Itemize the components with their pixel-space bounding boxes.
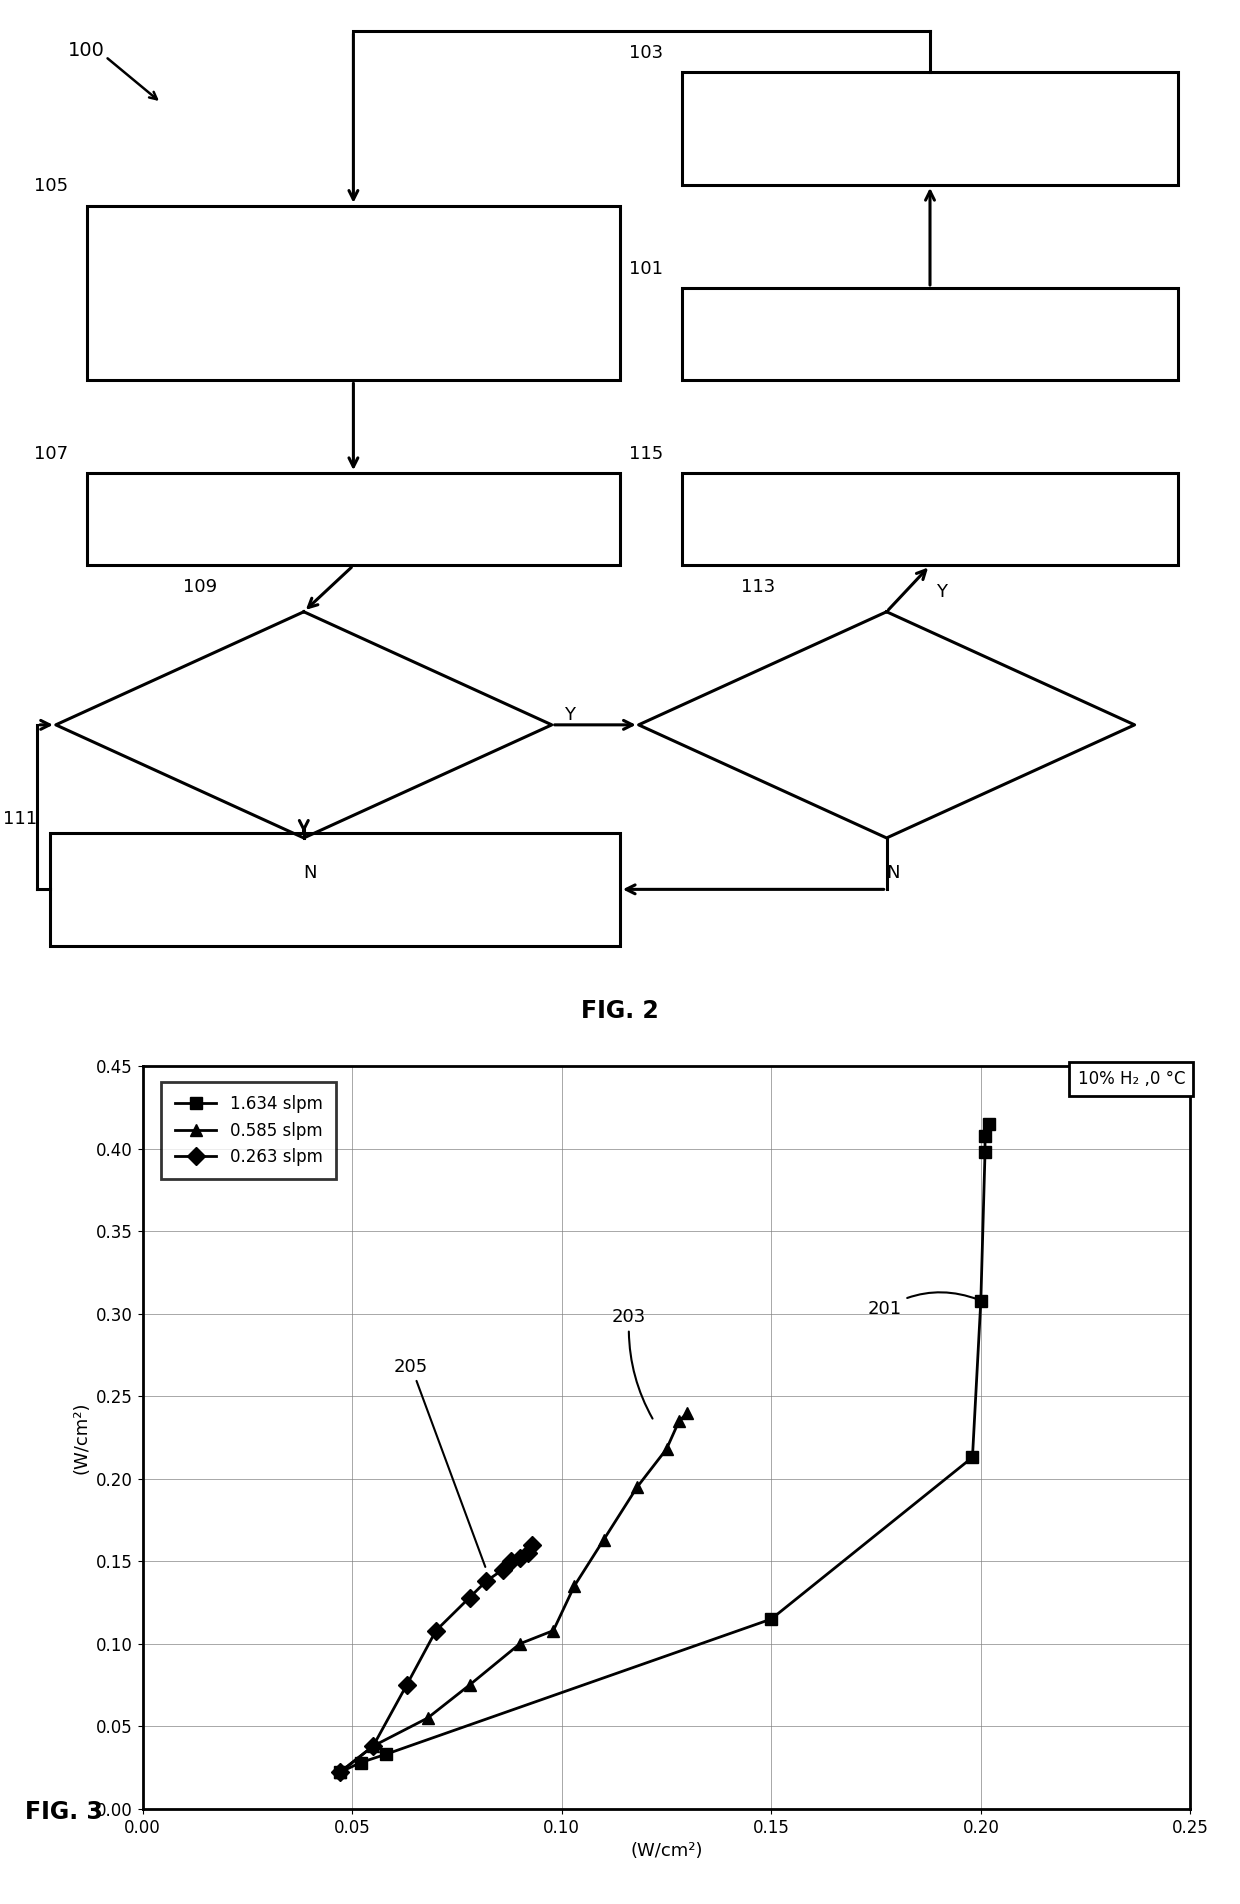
Text: 115: 115 [629,446,663,463]
X-axis label: (W/cm²): (W/cm²) [630,1841,703,1860]
Text: N: N [887,864,899,882]
Bar [682,472,1178,565]
Text: Y: Y [564,706,575,724]
Text: 201: 201 [868,1293,978,1318]
Y-axis label: (W/cm²): (W/cm²) [72,1401,91,1474]
Text: 105: 105 [33,177,68,196]
Text: 107: 107 [33,446,68,463]
Text: 113: 113 [740,579,775,596]
Text: 205: 205 [394,1358,485,1567]
Text: 109: 109 [182,579,217,596]
Bar [682,288,1178,381]
Text: 100: 100 [68,42,105,61]
Text: FIG. 3: FIG. 3 [25,1799,103,1824]
Bar [682,72,1178,185]
Text: 203: 203 [613,1308,652,1418]
Bar [87,472,620,565]
Legend: 1.634 slpm, 0.585 slpm, 0.263 slpm: 1.634 slpm, 0.585 slpm, 0.263 slpm [161,1081,336,1179]
Text: N: N [304,864,316,882]
Text: Y: Y [936,583,947,602]
Bar [87,206,620,381]
Text: 10% H₂ ,0 °C: 10% H₂ ,0 °C [1078,1070,1185,1087]
Bar [50,832,620,946]
Text: 103: 103 [629,44,663,61]
Text: 111: 111 [2,809,37,828]
Text: FIG. 2: FIG. 2 [582,1000,658,1022]
Text: 101: 101 [630,259,663,278]
